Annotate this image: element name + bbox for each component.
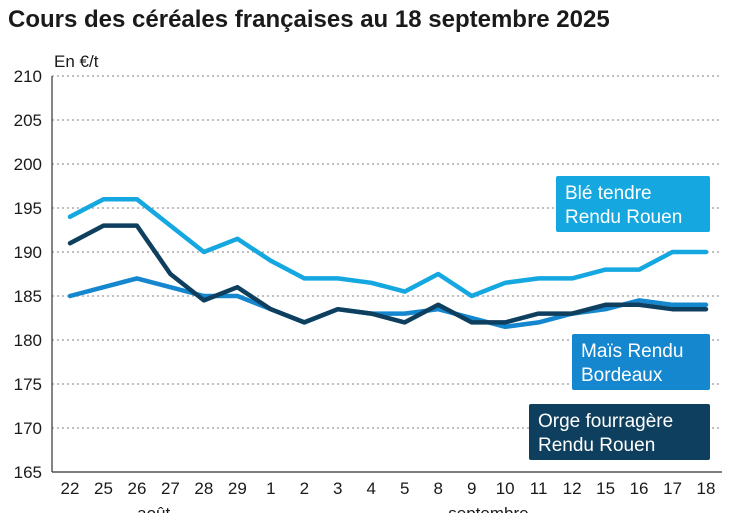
series-label-text: Blé tendre [565,183,652,204]
y-tick-label: 205 [14,111,42,130]
series-label-background [529,404,710,460]
x-tick-label: 18 [697,479,716,498]
x-tick-label: 26 [127,479,146,498]
series-label-text: Rendu Rouen [565,207,682,228]
series-label-background [572,334,710,390]
x-tick-label: 25 [94,479,113,498]
y-tick-label: 195 [14,199,42,218]
y-tick-label: 175 [14,375,42,394]
x-tick-label: 9 [467,479,476,498]
series-label-text: Maïs Rendu [581,341,683,362]
x-tick-label: 1 [266,479,275,498]
y-tick-label: 170 [14,419,42,438]
x-tick-label: 5 [400,479,409,498]
month-label: septembre [448,504,528,513]
series-line [67,223,709,325]
x-tick-label: 12 [563,479,582,498]
y-tick-label: 190 [14,243,42,262]
x-tick-label: 16 [630,479,649,498]
series-label-text: Rendu Rouen [538,435,655,456]
x-tick-label: 8 [433,479,442,498]
x-tick-label: 17 [663,479,682,498]
series-labels: Blé tendre Rendu Rouen Maïs Rendu Bordeaux O… [529,176,710,460]
series-label-box: Maïs Rendu Bordeaux [572,334,710,390]
x-tick-label: 10 [496,479,515,498]
month-label: août [137,504,170,513]
x-axis-ticks: 22 25 26 27 28 29 1 2 3 4 5 8 9 10 11 12 15 16 17 18 [61,479,716,498]
y-tick-label: 180 [14,331,42,350]
y-axis-unit-label: En €/t [54,52,99,71]
x-tick-label: 22 [61,479,80,498]
series-label-box: Blé tendre Rendu Rouen [556,176,710,232]
y-tick-label: 200 [14,155,42,174]
y-axis-ticks: 165 170 175 180 185 190 195 200 205 210 [14,67,42,482]
series-lines [67,196,709,330]
month-labels: août septembre [137,504,528,513]
series-label-background [556,176,710,232]
series-line [67,276,709,330]
x-tick-label: 28 [194,479,213,498]
y-tick-label: 185 [14,287,42,306]
series-line [67,196,709,299]
x-tick-label: 3 [333,479,342,498]
gridlines [52,75,722,473]
series-label-text: Bordeaux [581,365,663,386]
chart-title: Cours des céréales françaises au 18 sept… [8,6,610,33]
y-tick-label: 165 [14,463,42,482]
x-tick-label: 27 [161,479,180,498]
x-tick-label: 11 [530,479,548,498]
x-tick-label: 2 [300,479,309,498]
series-label-box: Orge fourragère Rendu Rouen [529,404,710,460]
x-tick-label: 15 [596,479,615,498]
series-label-text: Orge fourragère [538,411,673,432]
x-tick-label: 4 [367,479,376,498]
y-tick-label: 210 [14,67,42,86]
x-tick-label: 29 [228,479,247,498]
